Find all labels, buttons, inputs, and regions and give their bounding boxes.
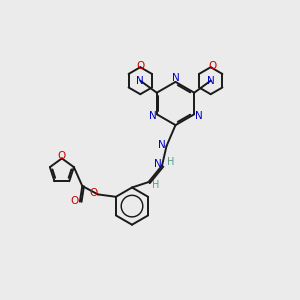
Text: N: N bbox=[172, 73, 179, 83]
Text: N: N bbox=[207, 76, 214, 86]
Text: N: N bbox=[194, 111, 202, 121]
Text: O: O bbox=[90, 188, 98, 198]
Text: N: N bbox=[158, 140, 166, 150]
Text: O: O bbox=[71, 196, 79, 206]
Text: O: O bbox=[136, 61, 144, 71]
Text: O: O bbox=[57, 151, 65, 161]
Text: N: N bbox=[136, 76, 144, 86]
Text: N: N bbox=[154, 159, 162, 169]
Text: H: H bbox=[152, 179, 160, 190]
Text: H: H bbox=[167, 157, 174, 167]
Text: N: N bbox=[149, 111, 157, 121]
Text: O: O bbox=[208, 61, 216, 71]
